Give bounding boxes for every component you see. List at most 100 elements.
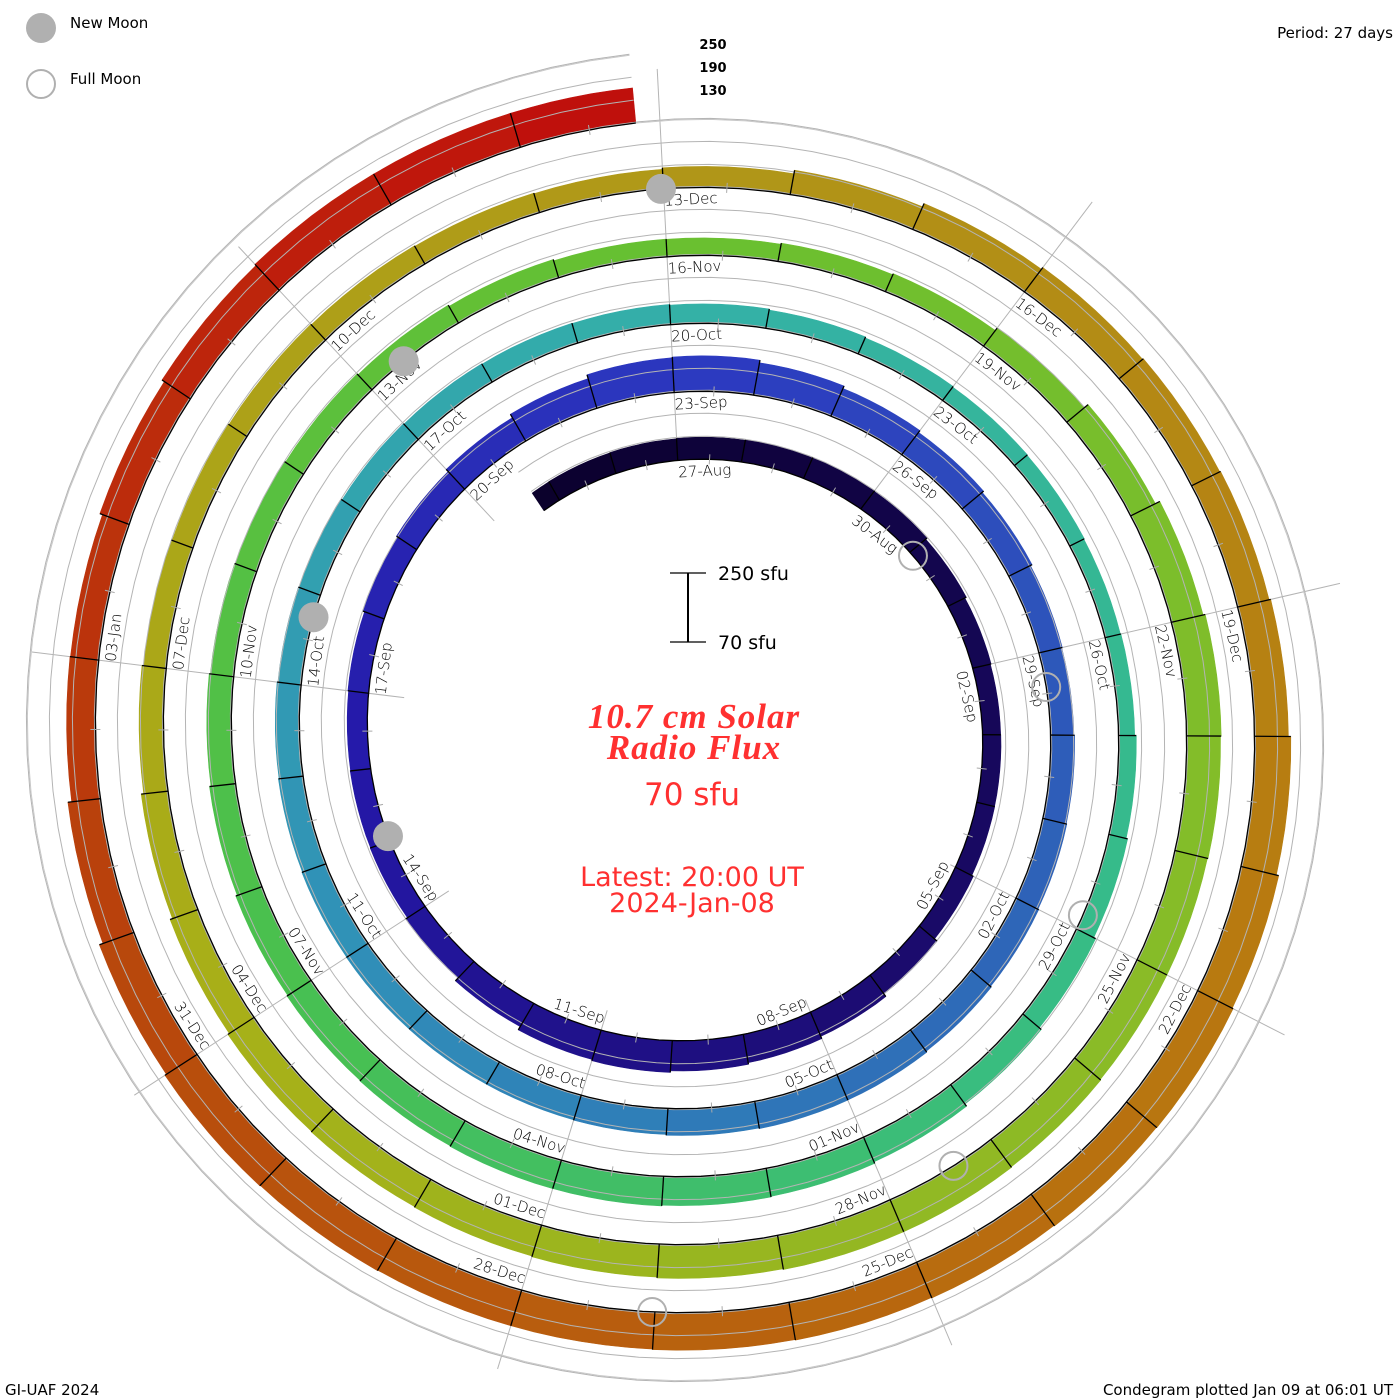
day-tick — [905, 1108, 912, 1119]
day-tick — [1097, 463, 1107, 471]
day-separator — [552, 1160, 562, 1189]
flux-bar — [346, 942, 428, 1030]
flux-bar — [414, 1179, 542, 1257]
day-tick — [1218, 927, 1228, 933]
day-separator — [286, 979, 312, 997]
day-tick — [211, 488, 222, 494]
day-tick — [622, 1099, 626, 1110]
day-tick — [330, 426, 340, 434]
day-tick — [717, 1238, 720, 1249]
day-separator — [277, 681, 302, 686]
flux-bar — [99, 381, 191, 525]
day-tick — [339, 902, 350, 908]
day-tick — [557, 417, 563, 428]
day-separator — [517, 1003, 535, 1031]
flux-bar — [1240, 735, 1292, 876]
day-tick — [1154, 426, 1164, 434]
day-separator — [869, 974, 887, 997]
day-tick — [174, 849, 185, 853]
day-separator — [99, 931, 134, 946]
baseline-spiral — [94, 122, 1256, 1314]
day-separator — [1015, 897, 1039, 911]
day-separator — [970, 969, 992, 988]
day-tick — [963, 833, 973, 838]
day-separator — [509, 413, 527, 442]
flux-bar — [1015, 817, 1068, 910]
day-separator — [916, 1262, 933, 1299]
day-tick — [973, 1227, 979, 1237]
day-tick — [564, 1014, 570, 1024]
day-separator — [1008, 564, 1033, 577]
day-tick — [450, 404, 457, 413]
day-tick — [272, 518, 282, 525]
day-tick — [1111, 784, 1122, 787]
day-tick — [622, 326, 625, 337]
day-tick — [376, 1142, 384, 1152]
scale-bar — [670, 572, 706, 643]
day-separator — [284, 461, 304, 475]
day-separator — [909, 1029, 928, 1053]
day-tick — [531, 355, 537, 365]
flux-bar — [1197, 866, 1280, 1009]
day-tick — [790, 398, 795, 409]
flux-bar — [753, 362, 845, 417]
day-tick — [810, 333, 815, 344]
day-tick — [218, 962, 228, 968]
day-tick — [151, 457, 161, 463]
day-separator — [830, 385, 845, 417]
day-tick — [382, 470, 392, 478]
flux-bar — [1191, 470, 1270, 608]
latest-date: 2024-Jan-08 — [609, 888, 775, 919]
day-tick — [717, 318, 720, 329]
date-label: 03-Jan — [102, 612, 126, 662]
day-tick — [455, 1263, 461, 1273]
day-tick — [478, 230, 483, 240]
flux-bar — [955, 801, 996, 877]
day-separator — [863, 1137, 876, 1164]
day-tick — [850, 203, 855, 214]
flux-bar — [1014, 454, 1085, 547]
day-tick — [1213, 542, 1224, 548]
flux-bar — [414, 192, 540, 265]
day-separator — [164, 1053, 198, 1076]
day-tick — [1246, 800, 1257, 803]
day-separator — [449, 1120, 466, 1147]
day-separator — [740, 439, 747, 463]
day-tick — [830, 487, 837, 497]
day-tick — [872, 1049, 879, 1060]
day-tick — [838, 990, 845, 1000]
day-separator — [955, 866, 974, 877]
day-tick — [157, 992, 167, 999]
date-label: 20-Oct — [671, 325, 723, 346]
day-separator — [413, 1179, 432, 1208]
day-tick — [306, 819, 317, 823]
day-tick — [708, 454, 711, 465]
day-tick — [1021, 611, 1032, 616]
day-separator — [754, 1101, 761, 1129]
day-separator — [1130, 500, 1161, 517]
radial-grid-line — [974, 582, 1341, 669]
day-separator — [1076, 928, 1096, 940]
day-tick — [1070, 328, 1079, 337]
flux-bar — [396, 471, 466, 550]
day-tick — [104, 589, 115, 594]
day-separator — [765, 308, 770, 329]
ref-level-250: 250 — [699, 38, 726, 53]
flux-bar — [912, 203, 1042, 293]
day-separator — [1237, 598, 1271, 608]
day-tick — [892, 948, 900, 956]
date-label: 27-Aug — [678, 461, 732, 482]
day-separator — [141, 790, 168, 795]
day-separator — [1126, 1101, 1158, 1129]
day-tick — [645, 460, 648, 471]
day-separator — [1171, 613, 1206, 623]
day-tick — [393, 580, 403, 587]
day-separator — [209, 783, 236, 788]
day-separator — [1038, 646, 1063, 654]
flux-bar — [1069, 538, 1121, 638]
day-tick — [770, 463, 775, 474]
day-tick — [1244, 670, 1255, 673]
day-separator — [860, 490, 876, 510]
day-tick — [983, 537, 992, 545]
